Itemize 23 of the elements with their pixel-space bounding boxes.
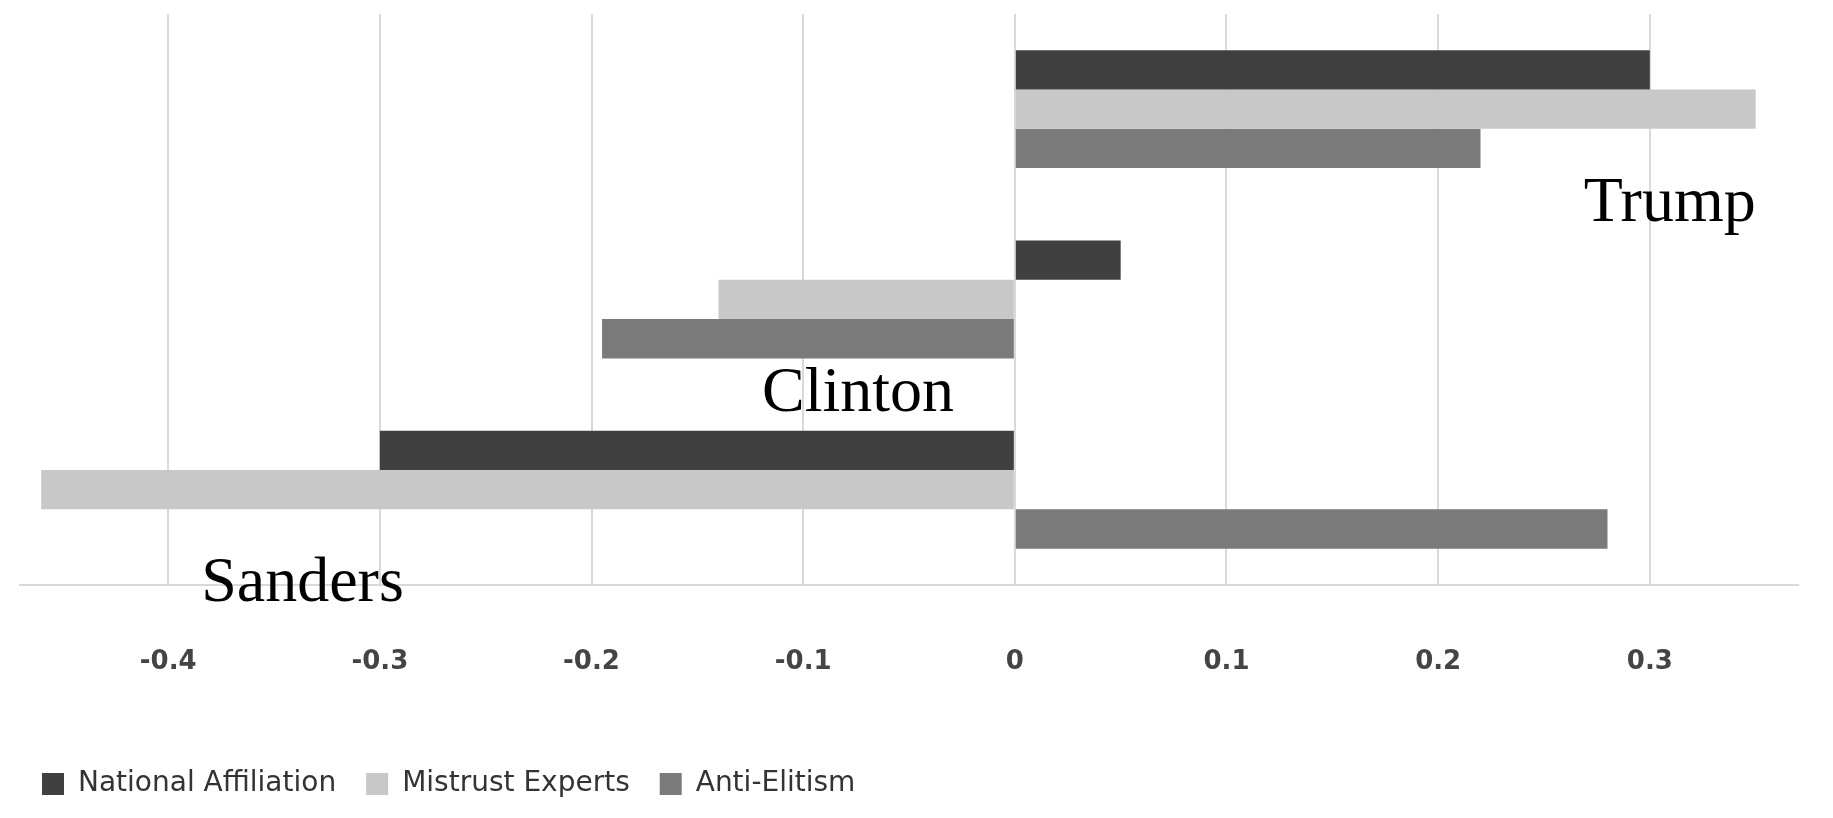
y-tick-label: Sanders — [201, 544, 404, 616]
bar — [1015, 509, 1608, 549]
legend-label: Mistrust Experts — [402, 765, 630, 799]
x-tick-label: 0.1 — [1203, 645, 1250, 676]
y-tick-label: Trump — [1583, 163, 1756, 235]
bar — [718, 279, 1014, 320]
bar — [1015, 240, 1121, 280]
bar — [1015, 128, 1481, 169]
legend-label: National Affiliation — [78, 765, 337, 799]
x-tick-label: -0.1 — [774, 645, 832, 676]
bar — [602, 319, 1014, 359]
x-tick-label: -0.4 — [139, 645, 197, 676]
x-tick-label: -0.3 — [351, 645, 409, 676]
legend-label: Anti-Elitism — [695, 765, 856, 799]
x-tick-label: -0.2 — [563, 645, 620, 676]
bar — [1015, 89, 1756, 129]
bar — [379, 430, 1014, 471]
bar — [41, 470, 1014, 510]
x-tick-label: 0.2 — [1415, 645, 1462, 676]
x-tick-label: 0.3 — [1626, 645, 1673, 676]
bar — [1015, 50, 1650, 90]
x-tick-label: 0 — [1005, 645, 1024, 676]
y-tick-label: Clinton — [762, 354, 955, 426]
